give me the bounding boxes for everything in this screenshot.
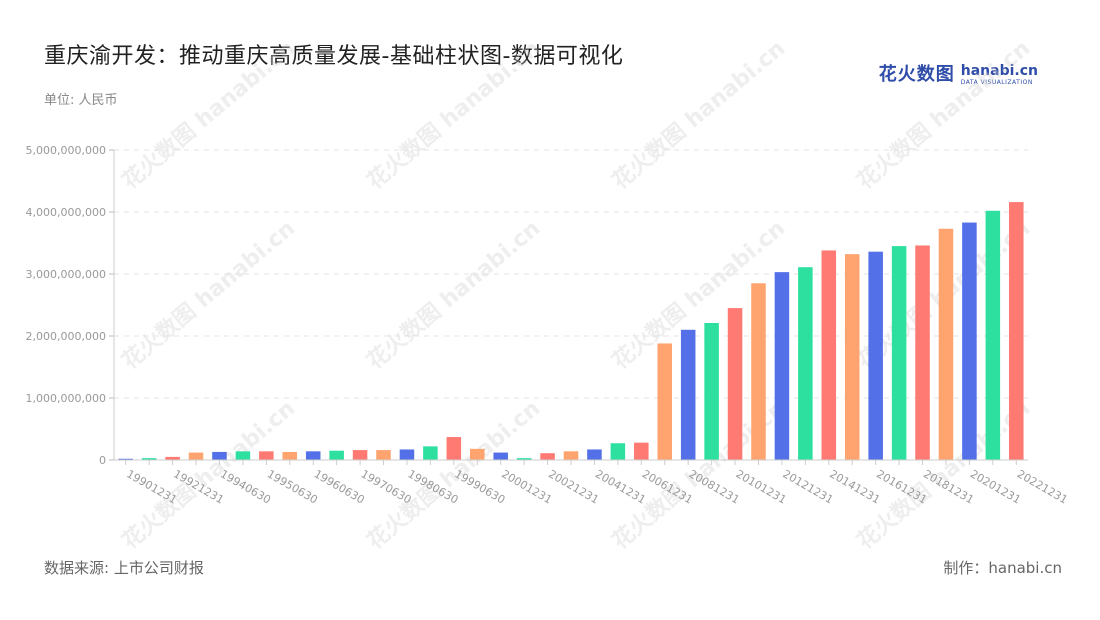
- watermark-text: 花火数图 hanabi.cn: [117, 35, 300, 194]
- x-tick-label: 19950630: [265, 467, 320, 506]
- bar-20171231: [891, 246, 907, 460]
- bar-20051231: [610, 443, 626, 460]
- bar-19931231: [188, 452, 204, 460]
- bar-20181231: [915, 245, 930, 460]
- x-tick-label: 20001231: [499, 467, 554, 506]
- x-tick-label: 20121231: [780, 467, 835, 506]
- y-tick-label: 1,000,000,000: [26, 392, 106, 405]
- y-tick-label: 5,000,000,000: [26, 144, 106, 157]
- y-tick-label: 4,000,000,000: [26, 206, 106, 219]
- watermark-text: 花火数图 hanabi.cn: [362, 35, 545, 194]
- logo-en-text: hanabi.cn: [960, 63, 1038, 79]
- unit-label: 单位: 人民币: [44, 93, 118, 108]
- bar-19970630: [352, 450, 368, 460]
- logo-en-block: hanabi.cn DATA VISUALIZATION: [961, 64, 1038, 86]
- brand-logo: 花火数图 hanabi.cn DATA VISUALIZATION: [879, 60, 1038, 86]
- x-tick-label: 19940630: [218, 467, 273, 506]
- x-tick-label: 20141231: [827, 467, 882, 506]
- watermark-text: 花火数图 hanabi.cn: [852, 35, 1035, 194]
- bar-19961231: [329, 450, 344, 460]
- logo-cn-text: 花火数图: [878, 64, 955, 85]
- x-tick-label: 20021231: [546, 467, 601, 506]
- data-source: 数据来源: 上市公司财报: [44, 559, 204, 577]
- bar-20021231: [540, 453, 555, 460]
- watermark-text: 花火数图 hanabi.cn: [117, 215, 300, 374]
- x-tick-label: 19990630: [452, 467, 507, 506]
- bar-20161231: [868, 251, 883, 460]
- chart-title: 重庆渝开发：推动重庆高质量发展-基础柱状图-数据可视化: [44, 44, 624, 69]
- bar-20081231: [680, 329, 696, 460]
- bar-20101231: [727, 308, 743, 460]
- bar-19971231: [376, 450, 391, 460]
- bar-20121231: [774, 272, 790, 460]
- watermark-text: 花火数图 hanabi.cn: [607, 35, 790, 194]
- bar-19990630: [446, 437, 462, 460]
- y-tick-label: 3,000,000,000: [26, 268, 106, 281]
- bar-19951231: [282, 451, 298, 460]
- bar-19901231: [118, 458, 133, 460]
- bar-20201231: [962, 222, 977, 460]
- x-tick-label: 20201231: [968, 467, 1023, 506]
- bar-20061231: [634, 442, 649, 460]
- y-tick-label: 2,000,000,000: [26, 330, 106, 343]
- x-tick-label: 20041231: [593, 467, 648, 506]
- watermark-text: 花火数图 hanabi.cn: [362, 215, 545, 374]
- y-axis: 0 1,000,000,000 2,000,000,000 3,000,000,000…: [26, 144, 115, 467]
- x-tick-label: 20221231: [1015, 467, 1070, 506]
- logo-sub-text: DATA VISUALIZATION: [960, 79, 1033, 86]
- bar-20111231: [751, 283, 766, 460]
- bar-20131231: [798, 267, 813, 460]
- bar-19950630: [259, 451, 274, 460]
- bar-19941231: [235, 451, 251, 460]
- bar-20041231: [587, 449, 602, 460]
- bar-20071231: [657, 343, 673, 460]
- bar-20031231: [563, 451, 579, 460]
- bar-19940630: [212, 451, 227, 460]
- bars-group: [118, 202, 1024, 460]
- maker-credit: 制作：hanabi.cn: [943, 559, 1062, 577]
- bar-19981231: [423, 446, 438, 460]
- bar-20151231: [844, 254, 860, 460]
- bar-19911231: [141, 458, 157, 460]
- bar-19991231: [469, 448, 485, 460]
- x-tick-label: 19901231: [124, 467, 179, 506]
- bar-20221231: [1009, 202, 1024, 460]
- bar-19921231: [165, 456, 180, 460]
- y-tick-label: 0: [99, 454, 106, 467]
- x-tick-label: 19960630: [312, 467, 367, 506]
- bar-19980630: [399, 449, 415, 460]
- bar-20011231: [516, 458, 532, 460]
- x-tick-label: 20101231: [734, 467, 789, 506]
- bar-20141231: [821, 250, 837, 460]
- bar-20091231: [704, 322, 719, 460]
- bar-20191231: [938, 228, 954, 460]
- bar-19960630: [305, 451, 321, 460]
- bar-20001231: [493, 452, 508, 460]
- x-tick-label: 19970630: [359, 467, 414, 506]
- bar-20211231: [985, 210, 1001, 460]
